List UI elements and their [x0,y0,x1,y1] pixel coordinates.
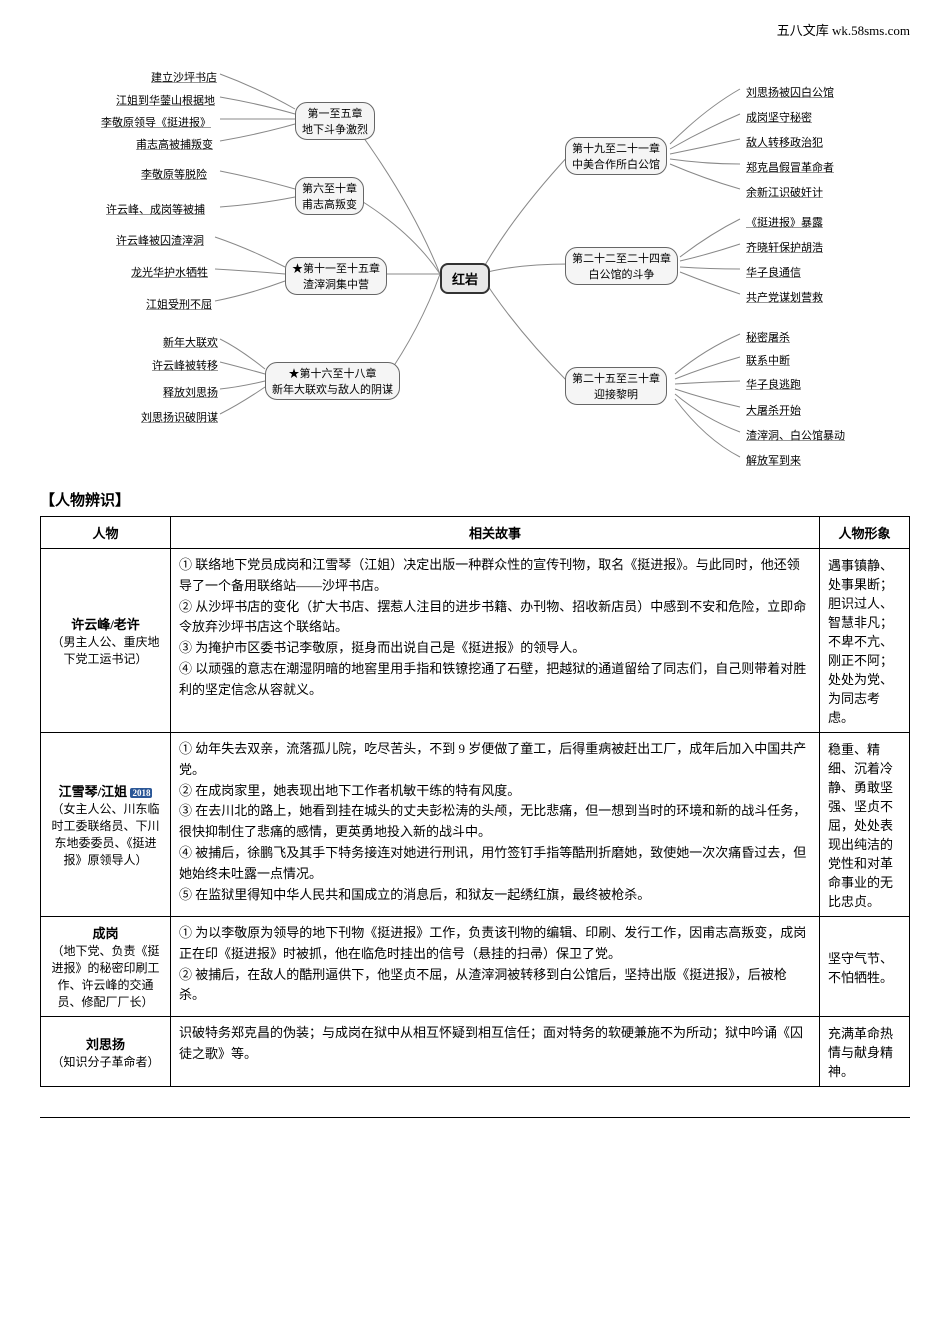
story-line: ① 联络地下党员成岗和江雪琴（江姐）决定出版一种群众性的宣传刊物，取名《挺进报》… [179,555,811,597]
mindmap-leaf: 江姐到华蓥山根据地 [110,90,221,110]
mindmap-leaf: 甫志高被捕叛变 [130,134,219,154]
character-name: 刘思扬 [49,1034,162,1053]
mindmap-group-l2: 第六至十章 甫志高叛变 [295,177,364,215]
mindmap-leaf: 成岗坚守秘密 [740,107,818,127]
table-row: 许云峰/老许（男主人公、重庆地下党工运书记）① 联络地下党员成岗和江雪琴（江姐）… [41,549,910,733]
mindmap-leaf: 大屠杀开始 [740,400,807,420]
character-trait-cell: 充满革命热情与献身精神。 [820,1017,910,1087]
mindmap-leaf: 余新江识破奸计 [740,182,829,202]
story-line: ⑤ 在监狱里得知中华人民共和国成立的消息后，和狱友一起绣红旗，最终被枪杀。 [179,885,811,906]
mindmap-group-l4: ★第十六至十八章 新年大联欢与敌人的阴谋 [265,362,400,400]
footer-divider [40,1117,910,1118]
character-name: 成岗 [49,923,162,942]
group-title: 渣滓洞集中营 [292,276,380,292]
mindmap: 红岩 第一至五章 地下斗争激烈 建立沙坪书店 江姐到华蓥山根据地 李敬原领导《挺… [40,49,910,469]
header-link: 五八文库 wk.58sms.com [40,20,910,39]
story-line: ④ 被捕后，徐鹏飞及其手下特务接连对她进行刑讯，用竹签钉手指等酷刑折磨她，致使她… [179,843,811,885]
mindmap-leaf: 新年大联欢 [157,332,224,352]
mindmap-leaf: 华子良逃跑 [740,374,807,394]
character-name-cell: 许云峰/老许（男主人公、重庆地下党工运书记） [41,549,171,733]
mindmap-leaf: 许云峰、成岗等被捕 [100,199,211,219]
character-name-cell: 江雪琴/江姐 2018（女主人公、川东临时工委联络员、下川东地委委员、《挺进报》… [41,733,171,917]
mindmap-leaf: 刘思扬被囚白公馆 [740,82,840,102]
story-line: ② 被捕后，在敌人的酷刑逼供下，他坚贞不屈，从渣滓洞被转移到白公馆后，坚持出版《… [179,965,811,1007]
mindmap-leaf: 解放军到来 [740,450,807,470]
character-story-cell: ① 幼年失去双亲，流落孤儿院，吃尽苦头，不到 9 岁便做了童工，后得重病被赶出工… [171,733,820,917]
mindmap-leaf: 释放刘思扬 [157,382,224,402]
mindmap-leaf: 江姐受刑不屈 [140,294,218,314]
mindmap-group-r2: 第二十二至二十四章 白公馆的斗争 [565,247,678,285]
mindmap-leaf: 刘思扬识破阴谋 [135,407,224,427]
group-title: 第十九至二十一章 [572,140,660,156]
table-header: 人物形象 [820,517,910,549]
group-title: 地下斗争激烈 [302,121,368,137]
story-line: ② 从沙坪书店的变化（扩大书店、摆惹人注目的进步书籍、办刊物、招收新店员）中感到… [179,597,811,639]
group-title: 第六至十章 [302,180,357,196]
mindmap-leaf: 共产党谋划营救 [740,287,829,307]
year-badge: 2018 [130,788,152,798]
story-line: ③ 为掩护市区委书记李敬原，挺身而出说自己是《挺进报》的领导人。 [179,638,811,659]
character-story-cell: 识破特务郑克昌的伪装；与成岗在狱中从相互怀疑到相互信任；面对特务的软硬兼施不为所… [171,1017,820,1087]
table-row: 刘思扬（知识分子革命者）识破特务郑克昌的伪装；与成岗在狱中从相互怀疑到相互信任；… [41,1017,910,1087]
group-title: 白公馆的斗争 [572,266,671,282]
character-role: （地下党、负责《挺进报》的秘密印刷工作、许云峰的交通员、修配厂厂长） [49,942,162,1010]
group-title: 迎接黎明 [572,386,660,402]
mindmap-leaf: 齐晓轩保护胡浩 [740,237,829,257]
mindmap-leaf: 秘密屠杀 [740,327,796,347]
mindmap-group-l1: 第一至五章 地下斗争激烈 [295,102,375,140]
table-row: 成岗（地下党、负责《挺进报》的秘密印刷工作、许云峰的交通员、修配厂厂长）① 为以… [41,917,910,1017]
character-role: （女主人公、川东临时工委联络员、下川东地委委员、《挺进报》原领导人） [49,800,162,868]
group-title: 新年大联欢与敌人的阴谋 [272,381,393,397]
group-title: 第二十二至二十四章 [572,250,671,266]
character-trait-cell: 遇事镇静、处事果断；胆识过人、智慧非凡；不卑不亢、刚正不阿；处处为党、为同志考虑… [820,549,910,733]
story-line: ② 在成岗家里，她表现出地下工作者机敏干练的特有风度。 [179,781,811,802]
mindmap-leaf: 许云峰被囚渣滓洞 [110,230,210,250]
character-trait-cell: 坚守气节、不怕牺牲。 [820,917,910,1017]
mindmap-leaf: 渣滓洞、白公馆暴动 [740,425,851,445]
table-header: 相关故事 [171,517,820,549]
table-header: 人物 [41,517,171,549]
mindmap-leaf: 《挺进报》暴露 [740,212,829,232]
story-line: ④ 以顽强的意志在潮湿阴暗的地窖里用手指和铁镣挖通了石壁，把越狱的通道留给了同志… [179,659,811,701]
character-role: （男主人公、重庆地下党工运书记） [49,633,162,667]
story-line: ① 为以李敬原为领导的地下刊物《挺进报》工作，负责该刊物的编辑、印刷、发行工作，… [179,923,811,965]
character-name-cell: 成岗（地下党、负责《挺进报》的秘密印刷工作、许云峰的交通员、修配厂厂长） [41,917,171,1017]
mindmap-center: 红岩 [440,263,490,294]
group-title: 中美合作所白公馆 [572,156,660,172]
character-name: 江雪琴/江姐 2018 [49,781,162,800]
story-line: ① 幼年失去双亲，流落孤儿院，吃尽苦头，不到 9 岁便做了童工，后得重病被赶出工… [179,739,811,781]
group-title: ★第十一至十五章 [292,260,380,276]
mindmap-leaf: 敌人转移政治犯 [740,132,829,152]
mindmap-leaf: 许云峰被转移 [146,355,224,375]
group-title: ★第十六至十八章 [272,365,393,381]
mindmap-leaf: 建立沙坪书店 [145,67,223,87]
mindmap-group-r1: 第十九至二十一章 中美合作所白公馆 [565,137,667,175]
group-title: 甫志高叛变 [302,196,357,212]
character-story-cell: ① 为以李敬原为领导的地下刊物《挺进报》工作，负责该刊物的编辑、印刷、发行工作，… [171,917,820,1017]
mindmap-group-r3: 第二十五至三十章 迎接黎明 [565,367,667,405]
group-title: 第二十五至三十章 [572,370,660,386]
section-title: 【人物辨识】 [40,489,910,510]
character-name-cell: 刘思扬（知识分子革命者） [41,1017,171,1087]
mindmap-leaf: 李敬原等脱险 [135,164,213,184]
mindmap-leaf: 郑克昌假冒革命者 [740,157,840,177]
group-title: 第一至五章 [302,105,368,121]
mindmap-leaf: 龙光华护水牺牲 [125,262,214,282]
character-story-cell: ① 联络地下党员成岗和江雪琴（江姐）决定出版一种群众性的宣传刊物，取名《挺进报》… [171,549,820,733]
story-line: ③ 在去川北的路上，她看到挂在城头的丈夫彭松涛的头颅，无比悲痛，但一想到当时的环… [179,801,811,843]
character-table: 人物 相关故事 人物形象 许云峰/老许（男主人公、重庆地下党工运书记）① 联络地… [40,516,910,1087]
table-row: 江雪琴/江姐 2018（女主人公、川东临时工委联络员、下川东地委委员、《挺进报》… [41,733,910,917]
character-trait-cell: 稳重、精细、沉着冷静、勇敢坚强、坚贞不屈，处处表现出纯洁的党性和对革命事业的无比… [820,733,910,917]
mindmap-leaf: 联系中断 [740,350,796,370]
mindmap-group-l3: ★第十一至十五章 渣滓洞集中营 [285,257,387,295]
mindmap-leaf: 华子良通信 [740,262,807,282]
story-line: 识破特务郑克昌的伪装；与成岗在狱中从相互怀疑到相互信任；面对特务的软硬兼施不为所… [179,1023,811,1065]
character-role: （知识分子革命者） [49,1053,162,1070]
mindmap-leaf: 李敬原领导《挺进报》 [95,112,217,132]
character-name: 许云峰/老许 [49,614,162,633]
